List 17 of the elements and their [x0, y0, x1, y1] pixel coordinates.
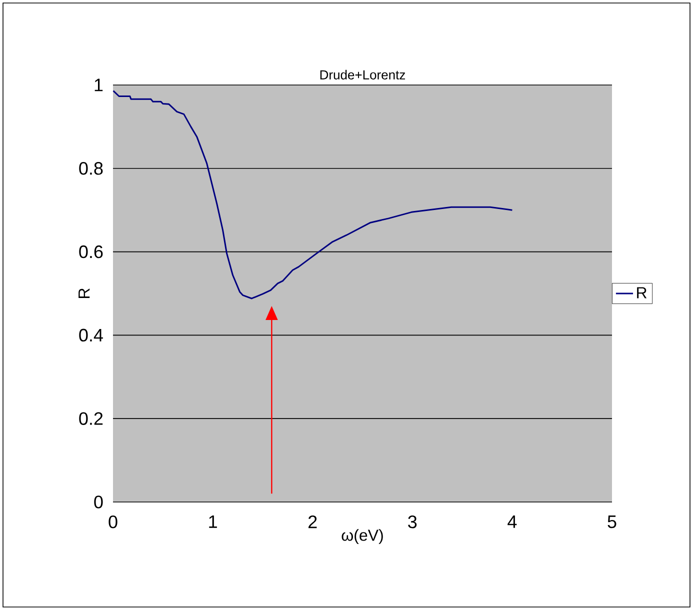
y-axis-title: R	[78, 288, 90, 298]
x-tick-label: 0	[108, 516, 118, 528]
legend-label: R	[637, 287, 647, 298]
y-tick-label: 0.4	[79, 328, 103, 342]
line-series	[112, 90, 513, 300]
y-tick-label: 0.8	[79, 162, 103, 175]
x-tick-label: 1	[209, 516, 217, 528]
x-tick-label: 5	[608, 516, 616, 528]
y-tick-label: 0	[94, 496, 103, 508]
x-tick-label: 4	[508, 516, 517, 528]
x-tick-label: 2	[308, 516, 317, 528]
y-tick-label: 1	[94, 78, 103, 92]
x-axis-title: ω(eV)	[342, 529, 383, 544]
chart-title: Drude+Lorentz	[320, 70, 406, 80]
y-tick-label: 0.6	[79, 245, 103, 258]
y-tick-label: 0.2	[79, 412, 103, 425]
x-tick-label: 3	[408, 516, 417, 528]
